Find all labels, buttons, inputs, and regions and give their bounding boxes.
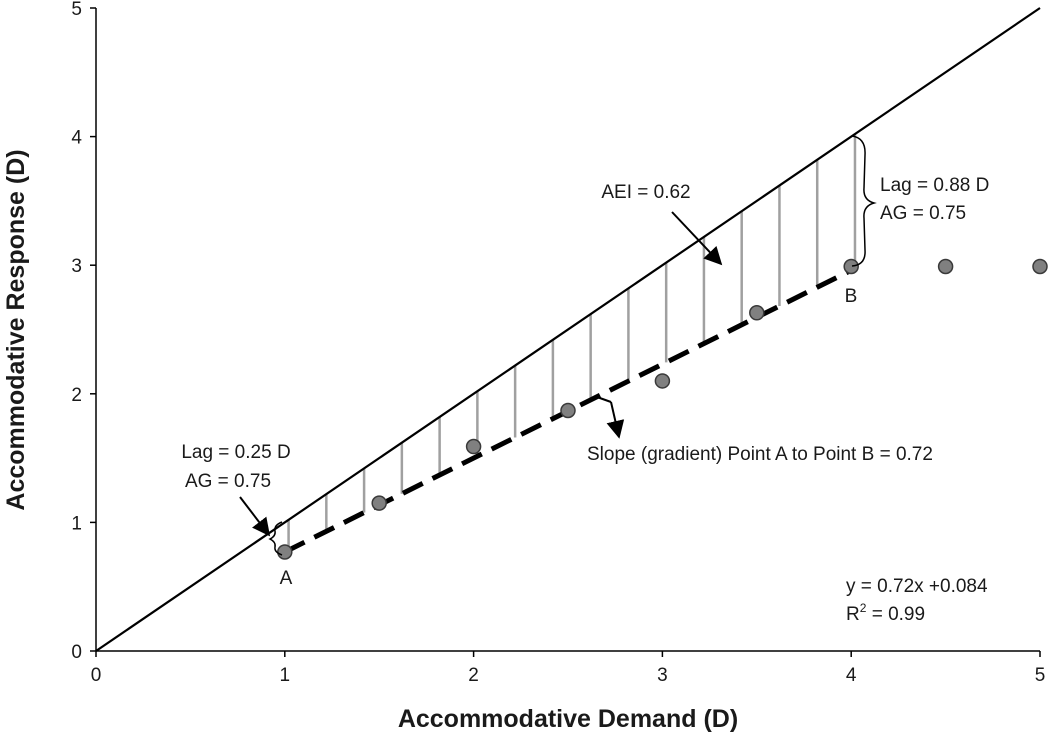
r-squared-label: R2 = 0.99 (846, 601, 925, 625)
lag-lines (287, 134, 857, 551)
data-point (465, 438, 482, 455)
data-point (371, 495, 387, 511)
r2-superscript: 2 (860, 601, 867, 615)
x-tick-label: 4 (846, 665, 857, 686)
unity-reference-line (95, 7, 1041, 652)
data-point (654, 373, 671, 389)
lag-b-brace (851, 135, 877, 267)
r2-value: = 0.99 (866, 604, 925, 625)
y-tick-label: 4 (71, 128, 82, 149)
plot-area (95, 7, 1048, 652)
data-point (749, 305, 765, 321)
data-point (277, 544, 293, 560)
aei-arrow (671, 211, 723, 266)
lag-a-label: Lag = 0.25 D (181, 442, 290, 463)
data-point (937, 258, 954, 275)
data-point (1032, 258, 1048, 275)
x-tick-label: 2 (468, 665, 479, 686)
aei-label: AEI = 0.62 (601, 182, 690, 203)
lag-b-label: Lag = 0.88 D (880, 175, 989, 196)
x-tick-label: 5 (1035, 665, 1046, 686)
point-b-label: B (845, 286, 858, 307)
data-point (843, 258, 859, 275)
y-tick-label: 1 (71, 513, 82, 534)
x-tick-label: 3 (657, 665, 668, 686)
y-tick-label: 0 (71, 642, 82, 663)
x-ticks: 0 1 2 3 4 5 (91, 651, 1046, 686)
slope-arrow (596, 396, 612, 403)
lag-a-arrow (239, 496, 271, 537)
slope-label: Slope (gradient) Point A to Point B = 0.… (587, 444, 933, 465)
point-a-label: A (280, 568, 293, 589)
axes: 0 1 2 3 4 5 0 1 2 3 4 5 (71, 0, 1045, 686)
y-ticks: 0 1 2 3 4 5 (71, 0, 96, 663)
data-points (277, 258, 1048, 560)
lag-a-brace (268, 521, 283, 556)
y-tick-label: 2 (71, 385, 82, 406)
x-tick-label: 1 (280, 665, 291, 686)
ag-b-label: AG = 0.75 (880, 203, 966, 224)
y-tick-label: 5 (71, 0, 82, 20)
x-tick-label: 0 (91, 665, 102, 686)
x-axis-title: Accommodative Demand (D) (398, 705, 738, 733)
slope-arrow-head (606, 401, 625, 439)
ag-a-label: AG = 0.75 (185, 471, 271, 492)
equation-label: y = 0.72x +0.084 (846, 576, 988, 597)
y-tick-label: 3 (71, 256, 82, 277)
data-point (560, 402, 576, 419)
y-axis-title: Accommodative Response (D) (2, 149, 30, 510)
r2-prefix: R (846, 604, 860, 625)
